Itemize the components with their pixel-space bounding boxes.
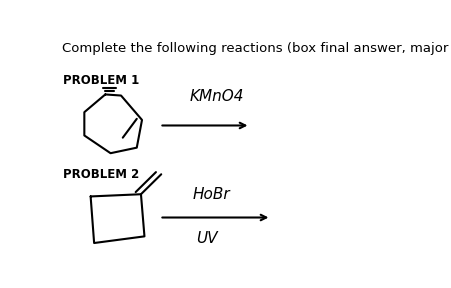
Text: PROBLEM 2: PROBLEM 2 xyxy=(63,168,140,181)
Text: Complete the following reactions (box final answer, major product):: Complete the following reactions (box fi… xyxy=(62,42,451,55)
Text: UV: UV xyxy=(196,231,218,246)
Text: HoBr: HoBr xyxy=(193,187,230,202)
Text: KMnO4: KMnO4 xyxy=(189,89,244,105)
Text: PROBLEM 1: PROBLEM 1 xyxy=(63,75,140,88)
